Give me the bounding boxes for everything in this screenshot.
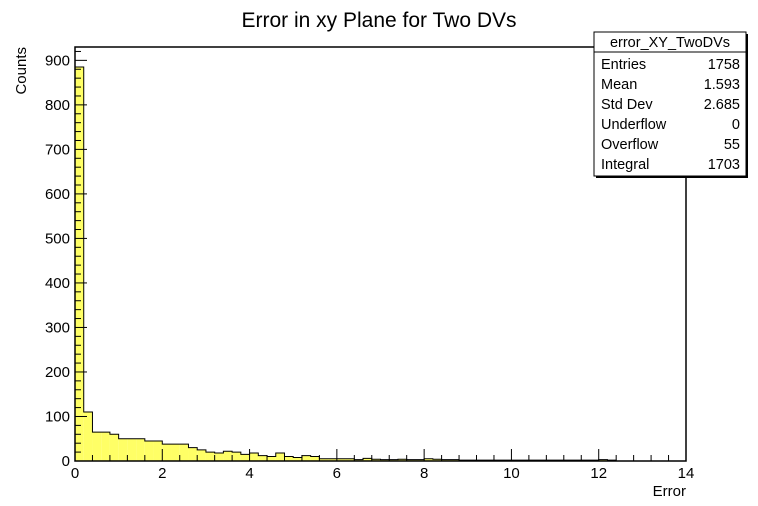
stats-box-frame	[593, 31, 747, 177]
x-tick-label: 12	[590, 465, 607, 482]
x-tick-label: 6	[333, 465, 341, 482]
histogram-bar	[319, 458, 329, 461]
histogram-bar	[301, 455, 311, 461]
histogram-bar	[214, 452, 224, 461]
x-tick-label: 2	[158, 465, 166, 482]
histogram-bar	[162, 444, 172, 461]
x-tick-label: 14	[678, 465, 695, 482]
histogram-bar	[197, 449, 206, 461]
stats-row-value: 1.593	[704, 77, 740, 93]
chart-title: Error in xy Plane for Two DVs	[241, 9, 516, 32]
histogram-bar	[136, 438, 145, 461]
stats-row-value: 1703	[708, 157, 740, 173]
histogram-bar	[92, 432, 102, 461]
axis-ticks	[74, 50, 687, 462]
histogram-bar	[171, 444, 180, 461]
tick-labels: 0 2 4 6 8 10 12 14 0 100 200 300 400 500 600 700 800 900	[45, 52, 694, 482]
histogram-bar	[205, 452, 215, 461]
histogram-bar	[310, 456, 320, 461]
x-tick-label: 4	[245, 465, 253, 482]
histogram-bar	[424, 458, 433, 461]
histogram-bar	[127, 438, 137, 461]
histogram-bar	[293, 457, 302, 461]
x-tick-label: 0	[71, 465, 79, 482]
x-tick-label: 10	[503, 465, 520, 482]
y-tick-label: 300	[45, 319, 70, 336]
histogram-bar	[153, 440, 163, 461]
stats-row-label: Mean	[601, 77, 637, 93]
histogram-bar	[275, 452, 285, 461]
histogram-bar	[223, 451, 233, 461]
histogram-bars	[75, 67, 617, 461]
histogram-bar	[363, 458, 372, 461]
histogram-bar	[75, 67, 84, 461]
histogram-bar	[328, 458, 337, 461]
y-tick-label: 700	[45, 141, 70, 158]
stats-row-label: Overflow	[601, 137, 659, 153]
stats-row-value: 0	[732, 117, 740, 133]
stats-row-label: Std Dev	[601, 97, 653, 113]
stats-row-value: 55	[724, 137, 740, 153]
y-tick-label: 400	[45, 275, 70, 292]
histogram-bar	[336, 458, 346, 461]
y-tick-label: 500	[45, 230, 70, 247]
y-tick-label: 200	[45, 364, 70, 381]
histogram-bar	[284, 456, 294, 461]
stats-row-label: Integral	[601, 157, 649, 173]
histogram-bar	[345, 458, 355, 461]
y-tick-label: 0	[62, 453, 70, 470]
histogram-bar	[397, 459, 407, 461]
histogram-bar	[432, 459, 442, 461]
histogram-bar	[258, 455, 268, 461]
stats-box: error_XY_TwoDVs Entries 1758 Mean 1.593 Std D…	[593, 31, 748, 178]
histogram-bar	[267, 456, 276, 461]
stats-row-label: Underflow	[601, 117, 667, 133]
y-tick-label: 800	[45, 97, 70, 114]
histogram-bar	[118, 438, 128, 461]
histogram-bar	[240, 454, 250, 461]
stats-row-value: 1758	[708, 57, 740, 73]
histogram-bar	[109, 434, 119, 461]
histogram-bar	[101, 432, 110, 461]
stats-box-title: error_XY_TwoDVs	[610, 35, 730, 51]
y-axis-label: Counts	[13, 47, 30, 95]
y-tick-label: 100	[45, 408, 70, 425]
stats-row-value: 2.685	[704, 97, 740, 113]
histogram-bar	[144, 440, 154, 461]
histogram-bar	[232, 452, 241, 461]
x-tick-label: 8	[420, 465, 428, 482]
histogram-bar	[188, 447, 198, 461]
y-tick-label: 600	[45, 186, 70, 203]
histogram-bar	[371, 459, 381, 461]
histogram-bar	[83, 412, 93, 461]
x-axis-label: Error	[653, 483, 686, 500]
stats-row-label: Entries	[601, 57, 646, 73]
plot-frame	[74, 46, 687, 462]
histogram-bar	[249, 452, 259, 461]
histogram-bar	[179, 444, 189, 461]
y-tick-label: 900	[45, 52, 70, 69]
